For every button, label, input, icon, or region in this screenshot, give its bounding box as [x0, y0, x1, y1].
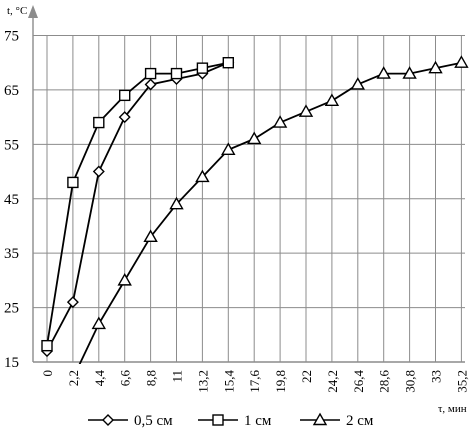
x-tick-label: 13,2: [195, 370, 210, 393]
data-point-triangle: [376, 66, 391, 79]
x-tick-label: 28,6: [377, 370, 392, 393]
data-point-triangle: [428, 60, 443, 74]
data-point-triangle: [91, 316, 107, 330]
x-axis-title: τ, мин: [438, 403, 467, 415]
data-point-triangle: [298, 104, 314, 117]
tick-labels: 15 25 35 45 55 65 75 0 2,2 4,4 6,6 8,8 11 13,2 15,4 17,…: [4, 29, 469, 393]
data-point-triangle: [195, 169, 210, 183]
data-point-square: [118, 89, 131, 102]
data-point-triangle: [41, 421, 53, 432]
y-tick-label: 25: [4, 301, 19, 317]
data-point-diamond: [118, 111, 131, 124]
y-axis-title: t, °C: [7, 5, 27, 17]
x-tick-label: 8,8: [144, 370, 159, 386]
data-point-square: [170, 67, 183, 80]
data-point-square: [212, 414, 224, 426]
data-point-triangle: [221, 142, 236, 155]
data-point-square: [196, 62, 209, 74]
data-point-square: [67, 176, 79, 189]
grid-lines: [33, 35, 465, 363]
x-tick-label: 15,4: [221, 370, 236, 393]
data-point-triangle: [312, 412, 328, 426]
y-tick-label: 65: [4, 83, 19, 99]
x-tick-label: 33: [429, 370, 444, 383]
data-point-triangle: [246, 131, 262, 145]
x-tick-label: 26,4: [351, 370, 366, 393]
legend: 0,5 см 1 см 2 см: [88, 412, 374, 429]
axes: [28, 5, 465, 363]
data-point-triangle: [143, 229, 158, 243]
y-tick-label: 45: [4, 192, 19, 208]
series-layer: [41, 55, 469, 432]
x-tick-label: 30,8: [403, 370, 418, 393]
x-tick-label: 0: [40, 370, 55, 377]
x-tick-label: 22: [299, 370, 314, 383]
data-point-triangle: [402, 66, 417, 79]
legend-label: 0,5 см: [134, 413, 173, 429]
data-point-diamond: [92, 165, 105, 178]
x-tick-label: 11: [170, 370, 185, 383]
x-tick-label: 6,6: [118, 370, 133, 387]
x-tick-label: 4,4: [92, 370, 107, 387]
x-tick-label: 19,8: [273, 370, 288, 393]
y-tick-label: 75: [4, 29, 19, 45]
data-point-square: [41, 339, 53, 352]
y-tick-label: 15: [4, 355, 19, 371]
data-point-triangle: [117, 272, 132, 286]
x-tick-label: 35,2: [454, 370, 469, 393]
legend-label: 1 см: [244, 413, 272, 429]
data-point-diamond: [144, 78, 157, 91]
x-tick-label: 24,2: [325, 370, 340, 393]
data-point-triangle: [324, 93, 340, 107]
data-point-triangle: [272, 115, 288, 128]
x-tick-label: 17,6: [247, 370, 262, 393]
x-tick-label: 2,2: [66, 370, 81, 386]
data-point-diamond: [66, 296, 79, 309]
data-point-square: [93, 116, 105, 129]
data-point-triangle: [350, 77, 366, 90]
y-tick-label: 35: [4, 246, 19, 262]
legend-label: 2 см: [346, 413, 374, 429]
y-tick-label: 55: [4, 137, 19, 153]
data-point-square: [144, 67, 157, 80]
y-axis-arrow: [28, 5, 38, 18]
data-point-triangle: [454, 55, 469, 68]
data-point-diamond: [102, 414, 114, 426]
data-point-triangle: [169, 196, 184, 210]
data-point-square: [222, 57, 235, 69]
